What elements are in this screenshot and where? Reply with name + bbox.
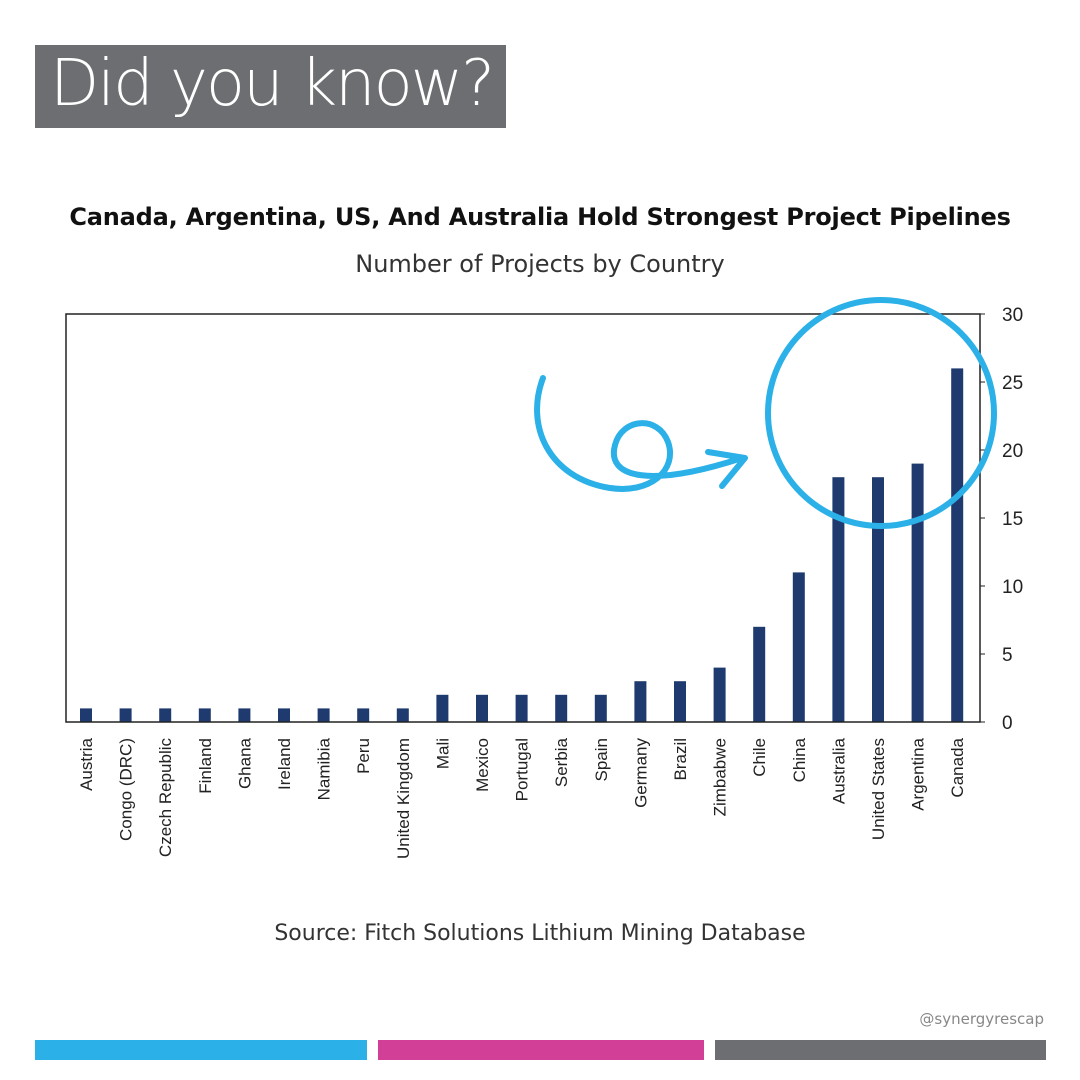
x-tick-label: Austria: [77, 737, 96, 790]
x-tick-label: United Kingdom: [394, 738, 413, 859]
bar-namibia: [317, 708, 330, 722]
bar-united-kingdom: [396, 708, 409, 722]
bar-mali: [436, 694, 449, 722]
swirl-arrow-line: [534, 375, 745, 492]
banner-heading: Did you know?: [50, 47, 495, 121]
bar-congo-drc: [119, 708, 132, 722]
x-tick-label: Ghana: [235, 737, 254, 789]
brand-stripe-gray: [715, 1040, 1046, 1060]
x-tick-label: Finland: [196, 738, 215, 794]
x-tick-label: Mexico: [473, 738, 492, 792]
x-tick-label: Mali: [433, 738, 452, 769]
y-tick-label: 20: [1002, 441, 1023, 462]
x-tick-label: Spain: [592, 738, 611, 781]
bar-finland: [198, 708, 211, 722]
bar-brazil: [674, 681, 686, 722]
bar-mexico: [476, 694, 488, 722]
x-tick-label: China: [790, 737, 809, 782]
bar-canada: [951, 368, 964, 722]
y-tick-label: 15: [1002, 509, 1023, 530]
x-tick-label: Ireland: [275, 738, 294, 790]
bar-united-states: [872, 477, 884, 722]
x-tick-label: Chile: [750, 738, 769, 777]
y-tick-label: 10: [1002, 577, 1023, 598]
y-tick-label: 30: [1002, 305, 1023, 326]
x-tick-label: Argentina: [909, 737, 928, 810]
banner-background: [35, 45, 506, 128]
x-tick-label: Brazil: [671, 738, 690, 781]
chart-subtitle: Number of Projects by Country: [355, 250, 725, 278]
plot-frame: [65, 313, 981, 723]
brand-stripe-blue: [35, 1040, 367, 1060]
bar-czech-republic: [159, 708, 172, 722]
y-tick-label: 0: [1002, 713, 1013, 734]
x-tick-label: Australia: [829, 737, 848, 804]
x-tick-label: Czech Republic: [156, 738, 175, 858]
y-tick-label: 5: [1002, 645, 1013, 666]
bar-portugal: [515, 694, 528, 722]
bar-ireland: [278, 708, 290, 722]
arrowhead-icon: [705, 449, 748, 489]
bar-zimbabwe: [713, 667, 726, 722]
bar-peru: [357, 708, 370, 722]
bar-chile: [753, 626, 766, 722]
watermark-handle: @synergyrescap: [919, 1010, 1044, 1028]
highlight-circle: [765, 297, 997, 529]
bar-serbia: [555, 694, 568, 722]
x-tick-label: Portugal: [513, 738, 532, 801]
bar-argentina: [911, 463, 924, 722]
x-tick-label: Germany: [631, 738, 650, 808]
x-tick-label: Congo (DRC): [117, 738, 136, 841]
x-tick-label: Peru: [354, 738, 373, 774]
x-tick-label: Zimbabwe: [711, 738, 730, 816]
x-tick-label: United States: [869, 738, 888, 840]
x-tick-label: Namibia: [315, 737, 334, 800]
chart-title: Canada, Argentina, US, And Australia Hol…: [69, 203, 1011, 231]
bar-ghana: [238, 708, 251, 722]
bar-germany: [634, 681, 647, 722]
bar-austria: [80, 708, 92, 722]
highlight-annotation: [534, 297, 997, 529]
bar-china: [792, 572, 805, 722]
y-tick-label: 25: [1002, 373, 1023, 394]
x-tick-label: Serbia: [552, 737, 571, 787]
chart-source: Source: Fitch Solutions Lithium Mining D…: [274, 921, 806, 946]
bar-spain: [594, 694, 607, 722]
x-tick-label: Canada: [948, 737, 967, 797]
brand-stripe-magenta: [378, 1040, 704, 1060]
bar-australia: [832, 477, 845, 722]
